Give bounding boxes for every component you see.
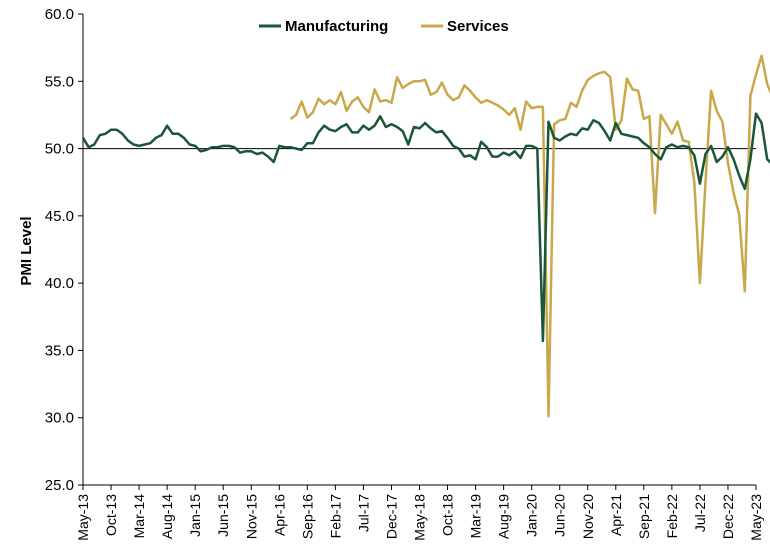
- x-tick-label: Sep-16: [299, 494, 315, 539]
- x-tick-label: Jun-15: [215, 494, 231, 537]
- series-line-services: [289, 54, 770, 418]
- x-tick-label: Mar-19: [468, 494, 484, 539]
- series-layer: [81, 54, 770, 418]
- x-tick-label: Sep-21: [636, 494, 652, 539]
- x-tick-label: Nov-20: [580, 494, 596, 539]
- y-tick-label: 50.0: [45, 141, 74, 158]
- x-tick-label: Dec-22: [720, 494, 736, 539]
- series-line-manufacturing: [81, 112, 770, 343]
- plot-axes: [82, 14, 756, 486]
- x-tick-label: Jun-20: [552, 494, 568, 537]
- x-tick-label: Aug-19: [496, 494, 512, 539]
- x-tick-label: Oct-13: [103, 494, 119, 536]
- y-tick-label: 55.0: [45, 73, 74, 90]
- y-tick-label: 40.0: [45, 275, 74, 292]
- x-tick-label: May-13: [75, 494, 91, 541]
- x-tick-label: Feb-17: [327, 494, 343, 539]
- y-tick-label: 25.0: [45, 477, 74, 494]
- x-axis-ticks: May-13 Oct-13 Mar-14 Aug-14 Jan-15 Jun-15 Nov-…: [75, 485, 764, 541]
- x-tick-label: Apr-16: [271, 494, 287, 536]
- legend-label-manufacturing: Manufacturing: [285, 18, 388, 35]
- legend-label-services: Services: [447, 18, 509, 35]
- chart-legend: Manufacturing Services: [259, 18, 509, 35]
- x-tick-label: Jul-17: [355, 494, 371, 532]
- y-axis-label: PMI Level: [18, 216, 35, 285]
- y-tick-label: 45.0: [45, 208, 74, 225]
- x-tick-label: Jan-20: [524, 494, 540, 537]
- y-tick-label: 30.0: [45, 410, 74, 427]
- x-tick-label: Aug-14: [159, 494, 175, 539]
- x-tick-label: Jan-15: [187, 494, 203, 537]
- x-tick-label: Jul-22: [692, 494, 708, 532]
- x-tick-label: Apr-21: [608, 494, 624, 536]
- x-tick-label: Oct-18: [440, 494, 456, 536]
- y-tick-label: 60.0: [45, 6, 74, 23]
- x-tick-label: Nov-15: [243, 494, 259, 539]
- x-tick-label: Feb-22: [664, 494, 680, 539]
- y-tick-label: 35.0: [45, 342, 74, 359]
- x-tick-label: May-23: [748, 494, 764, 541]
- x-tick-label: May-18: [412, 494, 428, 541]
- y-axis-ticks: 25.0 30.0 35.0 40.0 45.0 50.0 55.0 60.0: [45, 6, 83, 494]
- x-tick-label: Mar-14: [131, 494, 147, 539]
- x-tick-label: Dec-17: [384, 494, 400, 539]
